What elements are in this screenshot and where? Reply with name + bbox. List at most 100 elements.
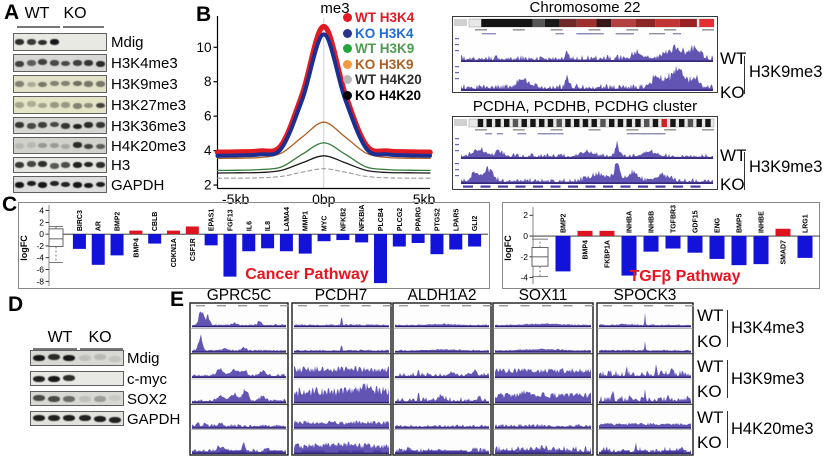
legend-item: KO H4K20: [343, 88, 422, 104]
protein-band: [15, 182, 25, 188]
series-ko-h4k20: [216, 155, 431, 174]
track-row-label: KO: [697, 331, 722, 351]
gene-bar: [411, 234, 425, 243]
legend-item: WT H4K20: [343, 72, 422, 88]
mark-group-label: H3K9me3: [731, 369, 805, 388]
blot-target-label: Mdig: [111, 34, 144, 51]
blot-target-label: H3K9me3: [111, 76, 178, 93]
protein-band: [15, 61, 25, 67]
gene-bar: [317, 234, 331, 242]
protein-band: [61, 80, 71, 86]
tgfb-pathway-bar-chart: logFC 2 0 -2 -4 BMP2 BMP4 FKBP1A INHBA INHBB TGFBR…: [503, 205, 820, 284]
track-row-label: WT: [697, 306, 724, 326]
lane-group-header: WT: [24, 5, 50, 22]
gene-label: TGFBR3: [671, 205, 678, 233]
blot-target-label: H4K20me3: [111, 137, 187, 155]
gene-column-title: PCDH7: [314, 287, 368, 304]
signal-track: [294, 345, 389, 353]
y-tick-label: 6: [204, 109, 212, 124]
gene-bar: [129, 230, 143, 235]
protein-band: [49, 121, 59, 128]
gene-bar: [242, 234, 256, 252]
gene-label: LPAR5: [453, 209, 460, 232]
protein-band: [26, 123, 36, 129]
protein-band: [63, 395, 76, 402]
legend-dot: [343, 13, 352, 23]
protein-band: [84, 122, 94, 128]
track-row-label: WT: [697, 356, 724, 376]
protein-band: [38, 102, 48, 108]
metagene-chart-title: me3: [320, 0, 350, 17]
protein-band: [109, 395, 122, 402]
signal-track: [495, 444, 591, 454]
y-tick-label: 2: [523, 210, 528, 220]
y-tick-label: 4: [204, 143, 212, 158]
mark-group-label: H3K9me3: [749, 158, 823, 176]
y-tick-label: -6: [36, 265, 44, 275]
legend-label: WT H3K9: [355, 41, 415, 57]
series-wt-h3k4: [214, 23, 433, 156]
protein-band: [38, 161, 48, 167]
gene-label: BIRC3: [77, 210, 84, 231]
blot-target-label: Mdig: [127, 350, 160, 367]
gene-bar: [185, 226, 199, 235]
gene-bar: [621, 236, 637, 276]
y-tick-label: 4: [39, 206, 44, 216]
legend-dot: [343, 75, 352, 85]
gene-bar: [223, 234, 237, 277]
x-tick-label: -5kb: [222, 191, 249, 207]
y-tick-label: 2: [39, 217, 44, 227]
browser-title-pcdh: PCDHA, PCDHB, PCDHG cluster: [472, 98, 698, 115]
protein-band: [48, 396, 60, 403]
protein-band: [48, 376, 60, 383]
gene-label: FKBP1A: [605, 240, 612, 268]
legend-item: KO H3K9: [343, 57, 422, 73]
y-axis-label: logFC: [503, 235, 513, 261]
blot-strip: [13, 117, 107, 134]
protein-band: [15, 39, 25, 45]
gene-label: PLCB4: [378, 208, 385, 231]
protein-band: [15, 122, 25, 128]
signal-track: [192, 388, 286, 404]
protein-band: [26, 142, 36, 148]
protein-band: [49, 102, 59, 108]
protein-band: [84, 161, 94, 168]
signal-track: [395, 392, 489, 404]
gene-label: IL6: [246, 221, 253, 231]
legend-label: WT H4K20: [355, 72, 422, 88]
series-wt-h3k9: [216, 142, 431, 172]
mark-group-label: H4K20me3: [731, 420, 814, 439]
gene-label: CDKN1A: [171, 238, 178, 267]
protein-band: [78, 395, 91, 402]
protein-band: [95, 143, 105, 149]
gene-column-title: SOX11: [518, 287, 568, 304]
track-row-label: KO: [720, 83, 745, 102]
gene-bar: [204, 234, 218, 246]
protein-band: [38, 81, 48, 88]
signal-track: [192, 334, 286, 353]
group-bracket: [727, 411, 728, 449]
gene-label: ENG: [715, 217, 722, 233]
protein-band: [72, 162, 82, 168]
metagene-line-chart: 2 4 6 8 10 -5kb 0bp 5kb: [196, 16, 435, 207]
protein-band: [84, 102, 94, 109]
signal-track: [599, 341, 691, 353]
legend-dot: [343, 59, 352, 69]
protein-band: [72, 182, 82, 188]
gene-label: BMP4: [583, 240, 590, 260]
legend-item: WT H3K9: [343, 41, 422, 57]
signal-track: [599, 422, 691, 429]
y-tick-label: -4: [36, 253, 44, 263]
gene-label: EPAS1: [209, 209, 216, 232]
protein-band: [15, 162, 25, 168]
blot-strip: [13, 157, 107, 173]
gene-bar: [577, 230, 593, 237]
group-bracket: [727, 309, 728, 347]
blot-target-label: GAPDH: [127, 410, 181, 428]
signal-track: [192, 311, 286, 328]
protein-band: [48, 354, 60, 360]
protein-band: [61, 60, 71, 66]
gene-label: PLCG2: [397, 208, 404, 231]
gene-bar: [709, 236, 725, 259]
